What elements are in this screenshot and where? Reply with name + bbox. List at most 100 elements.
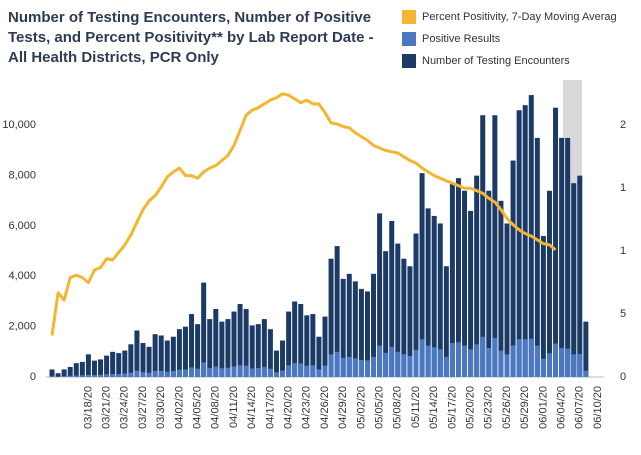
bar: [328, 258, 334, 377]
bar: [273, 372, 279, 377]
bar: [255, 324, 261, 377]
bar: [559, 137, 565, 377]
bar: [49, 369, 55, 377]
bar: [98, 374, 104, 377]
bar: [425, 208, 431, 377]
bar: [462, 190, 468, 377]
bar: [316, 369, 322, 377]
bar: [383, 352, 389, 377]
bar: [280, 370, 286, 377]
x-tick-label: 04/17/20: [264, 386, 276, 429]
bar: [316, 336, 322, 377]
bar: [219, 368, 225, 377]
bar: [122, 373, 128, 377]
bar: [249, 368, 255, 377]
bar: [152, 370, 158, 377]
bar: [61, 369, 67, 377]
bar: [334, 246, 340, 377]
y-tick-label: 0: [30, 371, 36, 383]
bar: [55, 376, 61, 377]
bar: [553, 343, 559, 377]
bar: [134, 330, 140, 377]
bar: [377, 345, 383, 377]
bar: [49, 376, 55, 377]
bar: [249, 325, 255, 377]
bar: [267, 368, 273, 377]
bar: [91, 374, 97, 377]
bar: [231, 311, 237, 377]
bar: [413, 233, 419, 377]
bar: [419, 339, 425, 377]
bar: [170, 336, 176, 377]
y-tick-label: 2,000: [8, 321, 36, 333]
bar: [213, 366, 219, 377]
bar: [213, 309, 219, 377]
bar: [346, 356, 352, 377]
bar: [280, 340, 286, 377]
bar: [437, 223, 443, 377]
bar: [534, 345, 540, 377]
bar: [286, 365, 292, 377]
x-tick-label: 05/23/20: [483, 386, 495, 429]
bar: [85, 354, 91, 377]
x-tick-label: 06/01/20: [537, 386, 549, 429]
legend-label: Number of Testing Encounters: [422, 55, 570, 67]
bar: [583, 321, 589, 377]
y2-tick-label: 1: [620, 245, 626, 257]
bar: [407, 355, 413, 377]
bar: [286, 311, 292, 377]
bar: [304, 365, 310, 377]
bar: [425, 345, 431, 377]
bar: [310, 314, 316, 377]
bar: [170, 370, 176, 377]
bar: [116, 373, 122, 377]
x-tick-label: 04/26/20: [319, 386, 331, 429]
bar: [146, 346, 152, 377]
bar: [583, 370, 589, 377]
x-tick-label: 05/02/20: [355, 386, 367, 429]
bar: [158, 370, 164, 377]
bar: [492, 337, 498, 377]
bar: [140, 343, 146, 377]
bar: [243, 309, 249, 377]
bar: [158, 335, 164, 377]
bar: [395, 351, 401, 377]
bar: [449, 343, 455, 377]
x-tick-label: 04/05/20: [192, 386, 204, 429]
bar: [255, 367, 261, 377]
bar: [480, 115, 486, 377]
x-tick-label: 05/14/20: [428, 386, 440, 429]
x-tick-label: 04/14/20: [246, 386, 258, 429]
bar: [273, 350, 279, 377]
bar: [79, 375, 85, 377]
y-tick-label: 6,000: [8, 220, 36, 232]
bar: [395, 243, 401, 377]
bar: [419, 173, 425, 377]
bar: [55, 373, 61, 377]
bar: [292, 363, 298, 377]
bar: [401, 354, 407, 377]
bar: [437, 349, 443, 377]
x-tick-label: 03/21/20: [101, 386, 113, 429]
bar: [298, 304, 304, 377]
bar: [243, 365, 249, 377]
bar: [164, 371, 170, 377]
bar: [371, 356, 377, 377]
bar: [498, 200, 504, 377]
y2-tick-label: 1: [620, 182, 626, 194]
x-tick-label: 04/29/20: [337, 386, 349, 429]
x-tick-label: 06/07/20: [574, 386, 586, 429]
bar: [468, 210, 474, 377]
bar: [225, 319, 231, 377]
x-tick-label: 03/24/20: [119, 386, 131, 429]
x-tick-label: 04/11/20: [228, 386, 240, 428]
chart-title: Number of Testing Encounters, Number of …: [8, 9, 371, 26]
bar: [522, 339, 528, 377]
bar: [407, 266, 413, 377]
bar: [486, 348, 492, 377]
line: [50, 92, 557, 336]
bar: [546, 353, 552, 377]
y-tick-label: 4,000: [8, 270, 36, 282]
x-tick-label: 05/11/20: [410, 386, 422, 428]
